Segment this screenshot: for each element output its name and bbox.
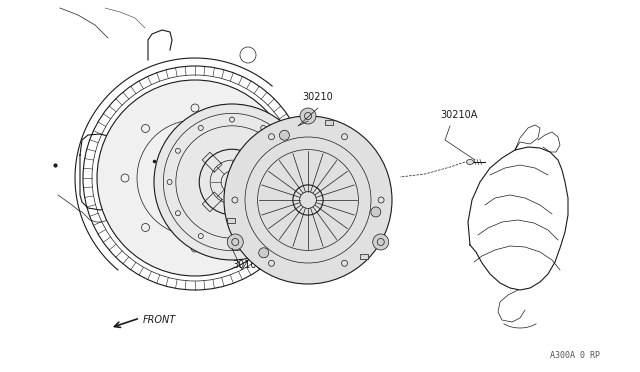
Circle shape (371, 207, 381, 217)
Circle shape (227, 234, 243, 250)
Circle shape (224, 116, 392, 284)
Circle shape (300, 108, 316, 124)
Circle shape (259, 248, 269, 258)
FancyBboxPatch shape (227, 218, 235, 223)
FancyBboxPatch shape (360, 254, 369, 259)
Circle shape (372, 234, 388, 250)
Circle shape (97, 80, 293, 276)
Text: 30210: 30210 (303, 92, 333, 102)
Text: 30210A: 30210A (440, 110, 477, 120)
Ellipse shape (467, 160, 474, 164)
FancyBboxPatch shape (324, 121, 333, 125)
Text: FRONT: FRONT (143, 315, 176, 325)
Circle shape (280, 130, 289, 140)
Text: 30100: 30100 (233, 260, 263, 270)
Circle shape (154, 104, 310, 260)
Text: A300A 0 RP: A300A 0 RP (550, 351, 600, 360)
